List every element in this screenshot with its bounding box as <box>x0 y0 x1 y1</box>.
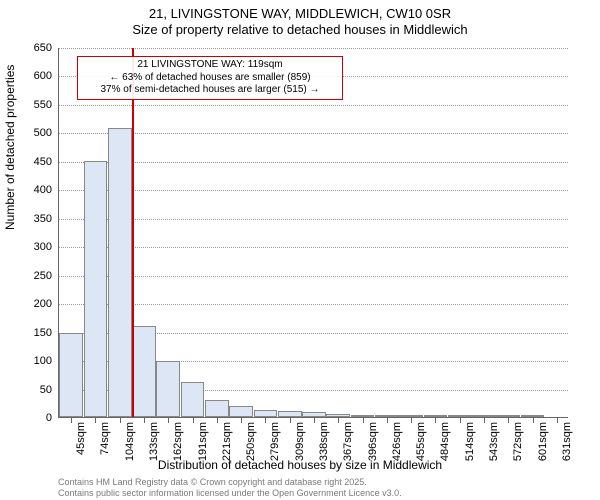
histogram-bar <box>496 415 520 417</box>
histogram-bar <box>424 415 448 417</box>
x-tick-label: 572sqm <box>512 422 524 461</box>
x-tick <box>338 418 339 423</box>
x-tick-label: 338sqm <box>318 422 330 461</box>
annotation-line: 37% of semi-detached houses are larger (… <box>82 84 338 97</box>
annotation-box: 21 LIVINGSTONE WAY: 119sqm← 63% of detac… <box>77 56 343 100</box>
x-tick <box>241 418 242 423</box>
y-tick-label: 500 <box>12 127 52 139</box>
histogram-bar <box>302 412 326 417</box>
histogram-bar <box>472 415 496 417</box>
gridline <box>59 133 568 134</box>
footer-line: Contains HM Land Registry data © Crown c… <box>58 477 402 487</box>
histogram-bar <box>205 400 229 417</box>
y-tick-label: 450 <box>12 156 52 168</box>
y-tick-label: 100 <box>12 355 52 367</box>
x-tick-label: 396sqm <box>367 422 379 461</box>
footer-line: Contains public sector information licen… <box>58 488 402 498</box>
y-tick-label: 50 <box>12 384 52 396</box>
x-tick <box>290 418 291 423</box>
page-subtitle: Size of property relative to detached ho… <box>0 22 600 38</box>
histogram-bar <box>448 415 472 417</box>
x-tick <box>484 418 485 423</box>
x-tick <box>193 418 194 423</box>
histogram-chart: 0501001502002503003504004505005506006504… <box>58 48 568 418</box>
x-tick-label: 514sqm <box>464 422 476 461</box>
annotation-line: ← 63% of detached houses are smaller (85… <box>82 72 338 85</box>
x-tick-label: 455sqm <box>415 422 427 461</box>
y-tick-label: 550 <box>12 99 52 111</box>
gridline <box>59 48 568 49</box>
x-tick-label: 426sqm <box>391 422 403 461</box>
histogram-bar <box>351 415 375 417</box>
gridline <box>59 105 568 106</box>
y-tick-label: 150 <box>12 327 52 339</box>
histogram-bar <box>156 361 180 417</box>
histogram-bar <box>375 415 399 417</box>
histogram-bar <box>108 128 132 417</box>
histogram-bar <box>326 414 350 417</box>
x-tick-label: 543sqm <box>488 422 500 461</box>
histogram-bar <box>84 161 108 417</box>
x-tick <box>411 418 412 423</box>
gridline <box>59 276 568 277</box>
x-tick-label: 45sqm <box>75 422 87 455</box>
x-tick-label: 104sqm <box>124 422 136 461</box>
x-tick-label: 279sqm <box>269 422 281 461</box>
gridline <box>59 219 568 220</box>
gridline <box>59 247 568 248</box>
x-tick-label: 191sqm <box>197 422 209 461</box>
y-tick-label: 350 <box>12 213 52 225</box>
marker-line <box>132 48 134 417</box>
x-tick <box>508 418 509 423</box>
y-tick-label: 650 <box>12 42 52 54</box>
x-tick <box>387 418 388 423</box>
x-tick <box>168 418 169 423</box>
histogram-bar <box>59 333 83 417</box>
histogram-bar <box>399 415 423 417</box>
x-tick <box>71 418 72 423</box>
x-tick <box>265 418 266 423</box>
y-tick-label: 300 <box>12 241 52 253</box>
x-tick-label: 484sqm <box>439 422 451 461</box>
x-tick <box>435 418 436 423</box>
gridline <box>59 162 568 163</box>
y-tick-label: 400 <box>12 184 52 196</box>
plot-area: 0501001502002503003504004505005506006504… <box>58 48 568 418</box>
x-tick-label: 367sqm <box>342 422 354 461</box>
x-tick <box>120 418 121 423</box>
x-tick-label: 74sqm <box>99 422 111 455</box>
x-tick <box>533 418 534 423</box>
footer-attribution: Contains HM Land Registry data © Crown c… <box>58 477 402 498</box>
x-tick-label: 250sqm <box>245 422 257 461</box>
histogram-bar <box>521 415 545 417</box>
x-tick <box>460 418 461 423</box>
x-tick-label: 309sqm <box>294 422 306 461</box>
x-tick <box>144 418 145 423</box>
y-axis-title: Number of detached properties <box>3 65 17 230</box>
histogram-bar <box>254 410 278 417</box>
x-tick-label: 133sqm <box>148 422 160 461</box>
x-tick-label: 221sqm <box>221 422 233 461</box>
x-tick <box>95 418 96 423</box>
x-tick <box>217 418 218 423</box>
x-tick-label: 162sqm <box>172 422 184 461</box>
annotation-line: 21 LIVINGSTONE WAY: 119sqm <box>82 59 338 72</box>
gridline <box>59 190 568 191</box>
x-tick <box>314 418 315 423</box>
histogram-bar <box>278 411 302 417</box>
page-title: 21, LIVINGSTONE WAY, MIDDLEWICH, CW10 0S… <box>0 6 600 22</box>
gridline <box>59 304 568 305</box>
x-tick <box>557 418 558 423</box>
x-tick-label: 631sqm <box>561 422 573 461</box>
y-tick-label: 250 <box>12 270 52 282</box>
histogram-bar <box>132 326 156 417</box>
histogram-bar <box>229 406 253 417</box>
x-tick <box>363 418 364 423</box>
histogram-bar <box>181 382 205 417</box>
y-tick-label: 200 <box>12 298 52 310</box>
y-tick-label: 0 <box>12 412 52 424</box>
x-tick-label: 601sqm <box>537 422 549 461</box>
y-tick-label: 600 <box>12 70 52 82</box>
x-axis-title: Distribution of detached houses by size … <box>0 458 600 472</box>
